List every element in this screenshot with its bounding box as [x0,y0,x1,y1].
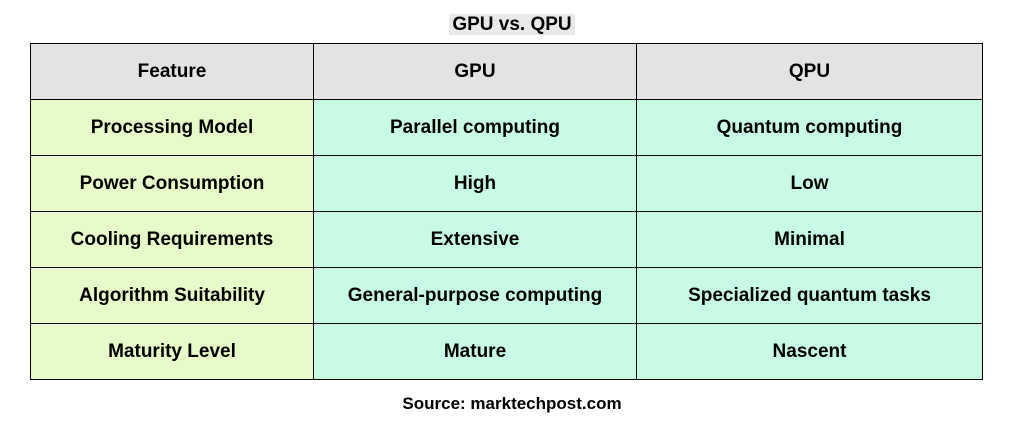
qpu-cell: Low [636,155,983,212]
feature-cell: Processing Model [30,99,314,156]
table-row: Algorithm Suitability General-purpose co… [30,267,983,324]
table-row: Cooling Requirements Extensive Minimal [30,211,983,268]
header-cell-gpu: GPU [313,43,637,100]
source-caption: Source: marktechpost.com [402,394,622,413]
feature-cell: Power Consumption [30,155,314,212]
qpu-cell: Minimal [636,211,983,268]
header-cell-feature: Feature [30,43,314,100]
table-title: GPU vs. QPU [0,8,1024,42]
qpu-cell: Quantum computing [636,99,983,156]
gpu-cell: High [313,155,637,212]
gpu-cell: Parallel computing [313,99,637,156]
gpu-cell: Extensive [313,211,637,268]
comparison-table: Feature GPU QPU Processing Model Paralle… [30,43,983,380]
feature-cell: Maturity Level [30,323,314,380]
header-cell-qpu: QPU [636,43,983,100]
table-row: Processing Model Parallel computing Quan… [30,99,983,156]
qpu-cell: Specialized quantum tasks [636,267,983,324]
qpu-cell: Nascent [636,323,983,380]
gpu-cell: General-purpose computing [313,267,637,324]
header-row: Feature GPU QPU [30,43,983,100]
feature-cell: Algorithm Suitability [30,267,314,324]
table-row: Power Consumption High Low [30,155,983,212]
table-title-text: GPU vs. QPU [449,14,575,35]
table-row: Maturity Level Mature Nascent [30,323,983,380]
gpu-cell: Mature [313,323,637,380]
feature-cell: Cooling Requirements [30,211,314,268]
